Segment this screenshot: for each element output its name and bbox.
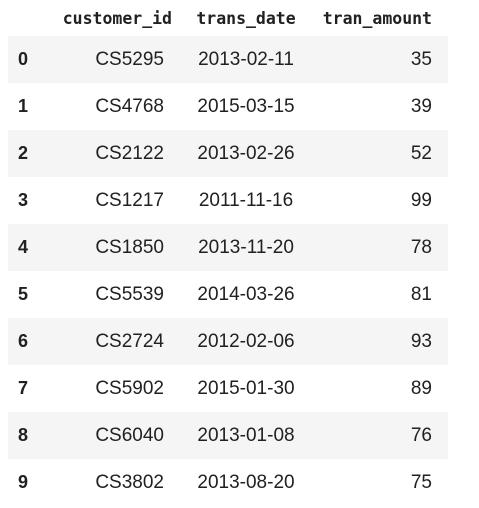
trans-date-cell: 2013-01-08 (197, 424, 295, 446)
customer-id-cell: CS3802 (95, 471, 164, 493)
trans-date-cell: 2015-03-15 (197, 95, 295, 117)
table-header: customer_id trans_date tran_amount (8, 0, 448, 36)
table-row: 0 CS5295 2013-02-11 35 (8, 36, 448, 83)
row-index: 4 (18, 237, 29, 257)
trans-date-cell: 2011-11-16 (198, 189, 294, 211)
table-row: 5 CS5539 2014-03-26 81 (8, 271, 448, 318)
table-row: 2 CS2122 2013-02-26 52 (8, 130, 448, 177)
table-row: 9 CS3802 2013-08-20 75 (8, 459, 448, 506)
tran-amount-cell: 89 (410, 377, 432, 399)
column-header-tran-amount: tran_amount (322, 8, 432, 28)
table-row: 4 CS1850 2013-11-20 78 (8, 224, 448, 271)
tran-amount-cell: 78 (410, 236, 432, 258)
row-index: 0 (18, 49, 29, 69)
row-index: 3 (18, 190, 29, 210)
customer-id-cell: CS2724 (95, 330, 164, 352)
trans-date-cell: 2014-03-26 (197, 283, 295, 305)
trans-date-cell: 2013-02-26 (197, 142, 295, 164)
table-row: 1 CS4768 2015-03-15 39 (8, 83, 448, 130)
customer-id-cell: CS1850 (95, 236, 164, 258)
tran-amount-cell: 75 (410, 471, 432, 493)
header-row: customer_id trans_date tran_amount (8, 0, 448, 36)
row-index: 7 (18, 378, 29, 398)
table-row: 6 CS2724 2012-02-06 93 (8, 318, 448, 365)
column-header-customer-id: customer_id (62, 8, 172, 28)
table-row: 8 CS6040 2013-01-08 76 (8, 412, 448, 459)
customer-id-cell: CS6040 (95, 424, 164, 446)
customer-id-cell: CS4768 (95, 95, 164, 117)
tran-amount-cell: 52 (410, 142, 432, 164)
table-row: 7 CS5902 2015-01-30 89 (8, 365, 448, 412)
tran-amount-cell: 35 (410, 48, 432, 70)
trans-date-cell: 2015-01-30 (197, 377, 295, 399)
table-body: 0 CS5295 2013-02-11 35 1 CS4768 2015-03-… (8, 36, 448, 506)
customer-id-cell: CS5539 (95, 283, 164, 305)
row-index: 2 (18, 143, 29, 163)
tran-amount-cell: 76 (410, 424, 432, 446)
customer-id-cell: CS5295 (95, 48, 164, 70)
index-column-header (8, 0, 50, 36)
tran-amount-cell: 93 (410, 330, 432, 352)
row-index: 8 (18, 425, 29, 445)
row-index: 5 (18, 284, 29, 304)
customer-id-cell: CS1217 (95, 189, 164, 211)
trans-date-cell: 2013-02-11 (198, 48, 294, 70)
tran-amount-cell: 39 (410, 95, 432, 117)
trans-date-cell: 2013-11-20 (198, 236, 294, 258)
customer-id-cell: CS2122 (95, 142, 164, 164)
trans-date-cell: 2013-08-20 (197, 471, 295, 493)
tran-amount-cell: 99 (410, 189, 432, 211)
row-index: 1 (18, 96, 29, 116)
row-index: 6 (18, 331, 29, 351)
table-row: 3 CS1217 2011-11-16 99 (8, 177, 448, 224)
row-index: 9 (18, 472, 29, 492)
tran-amount-cell: 81 (410, 283, 432, 305)
column-header-trans-date: trans_date (196, 8, 296, 28)
dataframe-table: customer_id trans_date tran_amount 0 CS5… (8, 0, 448, 506)
trans-date-cell: 2012-02-06 (197, 330, 295, 352)
customer-id-cell: CS5902 (95, 377, 164, 399)
